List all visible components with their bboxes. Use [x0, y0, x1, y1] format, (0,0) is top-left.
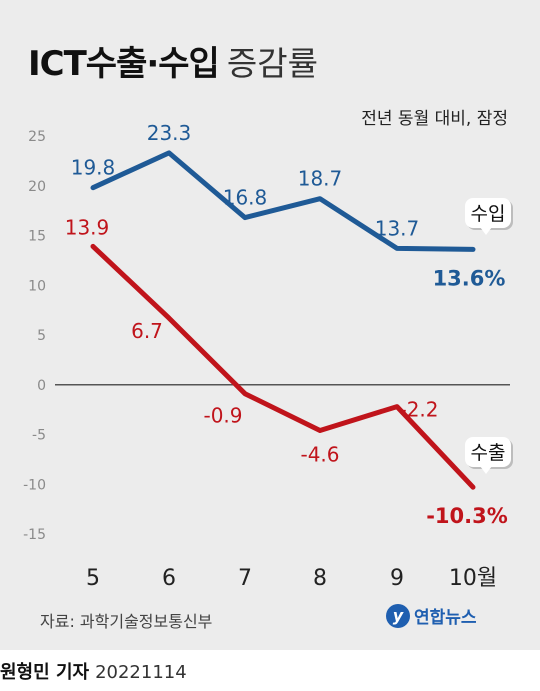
export-data-label: -0.9 — [203, 404, 242, 428]
x-tick-label: 6 — [162, 566, 176, 591]
import-legend-pointer — [480, 227, 492, 235]
x-tick-label: 5 — [86, 566, 100, 591]
export-legend-label: 수출 — [471, 442, 506, 464]
byline: 원형민 기자 20221114 — [0, 658, 187, 684]
chart-subtitle: 전년 동월 대비, 잠정 — [361, 109, 508, 129]
export-legend-box — [465, 437, 511, 467]
export-data-label: 6.7 — [131, 319, 163, 343]
import-legend-box — [465, 198, 511, 228]
export-data-label: -4.6 — [300, 443, 339, 467]
x-tick-label: 7 — [238, 566, 252, 591]
title-main: ICT수출·수입 — [28, 44, 220, 84]
import-data-label: 13.6% — [433, 266, 506, 290]
source-note: 자료: 과학기술정보통신부 — [40, 612, 213, 631]
export-line — [90, 243, 476, 490]
x-tick-label: 8 — [313, 566, 327, 591]
import-data-label: 13.7 — [375, 216, 420, 240]
import-data-label: 19.8 — [71, 156, 116, 180]
y-tick-label: 25 — [28, 129, 46, 145]
import-line — [90, 150, 476, 252]
y-tick-label: -15 — [23, 527, 46, 543]
export-data-label: 13.9 — [65, 215, 110, 239]
line-chart: 25 20 15 10 5 0 -5 -10 -15 5 6 7 8 9 10월 19.8 23.3 16.8 18… — [23, 121, 513, 591]
export-legend-pointer — [480, 466, 492, 474]
x-tick-label: 9 — [390, 566, 404, 591]
yonhap-logo-icon: y — [386, 603, 410, 628]
import-data-label: 23.3 — [147, 121, 192, 145]
y-tick-label: -5 — [32, 428, 46, 444]
export-data-label: -10.3% — [426, 504, 508, 528]
export-data-label: -2.2 — [399, 398, 438, 422]
import-data-label: 18.7 — [298, 167, 343, 191]
chart-panel — [0, 0, 540, 650]
yonhap-logo: y 연합뉴스 — [386, 603, 477, 628]
y-tick-label: 15 — [28, 229, 46, 245]
import-data-label: 16.8 — [223, 186, 268, 210]
y-tick-label: 20 — [28, 179, 46, 195]
import-legend-label: 수입 — [471, 203, 506, 225]
byline-date: 20221114 — [95, 662, 187, 683]
chart-title: ICT수출·수입 증감률 — [28, 36, 318, 85]
x-tick-label: 10월 — [449, 566, 497, 591]
title-sub: 증감률 — [226, 44, 318, 83]
yonhap-logo-text: 연합뉴스 — [414, 608, 477, 628]
byline-reporter: 원형민 기자 — [0, 662, 90, 683]
y-tick-label: 0 — [37, 378, 46, 394]
y-tick-label: 10 — [28, 278, 46, 294]
y-tick-label: -10 — [23, 477, 46, 493]
y-tick-label: 5 — [37, 328, 46, 344]
